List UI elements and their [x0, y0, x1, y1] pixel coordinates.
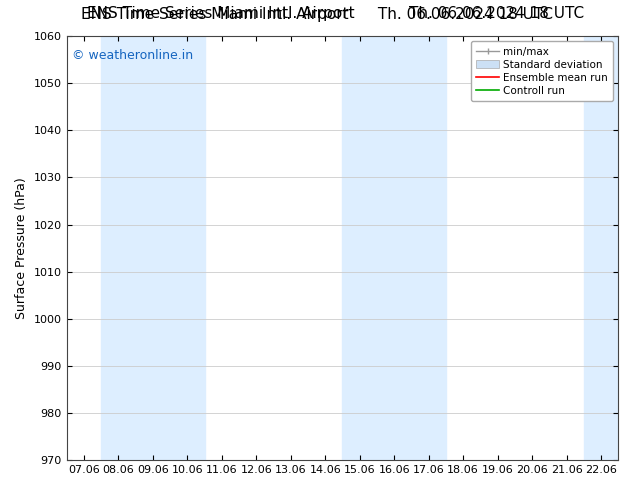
Bar — [584, 36, 618, 460]
Text: Th. 06.06.2024 18 UTC: Th. 06.06.2024 18 UTC — [410, 6, 585, 22]
Legend: min/max, Standard deviation, Ensemble mean run, Controll run: min/max, Standard deviation, Ensemble me… — [471, 41, 613, 101]
Bar — [342, 36, 446, 460]
Text: © weatheronline.in: © weatheronline.in — [72, 49, 193, 62]
Bar — [101, 36, 205, 460]
Text: ENS Time Series Miami Intl. Airport      Th. 06.06.2024 18 UTC: ENS Time Series Miami Intl. Airport Th. … — [81, 7, 553, 23]
Y-axis label: Surface Pressure (hPa): Surface Pressure (hPa) — [15, 177, 28, 319]
Text: ENS Time Series Miami Intl. Airport: ENS Time Series Miami Intl. Airport — [87, 6, 355, 22]
